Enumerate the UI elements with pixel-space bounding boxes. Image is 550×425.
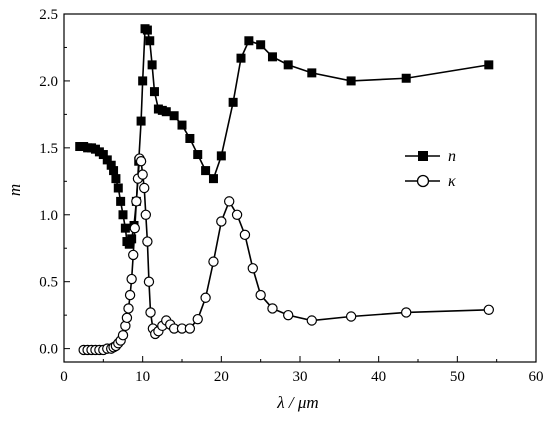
series-kappa-point [239, 229, 251, 241]
series-kappa-point [267, 303, 278, 314]
legend: n κ [405, 148, 456, 190]
series-n-point [149, 87, 159, 97]
legend-kappa-marker [416, 174, 430, 188]
series-layer [75, 24, 494, 356]
series-n-point [283, 60, 293, 70]
series-kappa-point [143, 276, 155, 287]
series-n-point [228, 97, 238, 107]
series-n-point [169, 111, 179, 121]
series-kappa-point [137, 169, 148, 180]
series-n-point [256, 40, 266, 50]
series-n-point [145, 36, 155, 46]
series-n-point [147, 60, 157, 70]
y-tick-label: 2.5 [39, 7, 58, 23]
series-kappa-point [401, 307, 412, 318]
series-n-point [136, 116, 146, 126]
legend-n-marker [418, 151, 428, 161]
series-kappa-point [123, 303, 134, 314]
series-n-point [161, 107, 171, 117]
ticks-layer: 0 10 20 30 40 50 60 0.0 0.5 1.0 1.5 2.0 2.5 [39, 7, 543, 385]
series-n-point [185, 133, 195, 143]
series-kappa-point [184, 323, 196, 334]
series-kappa-point [283, 309, 294, 321]
legend-n-label: n [448, 148, 456, 165]
series-n-point [201, 166, 211, 176]
series-n-point [142, 25, 152, 35]
series-n-point [267, 52, 277, 62]
y-tick-label: 2.0 [39, 74, 58, 90]
series-kappa-point [200, 292, 211, 303]
series-kappa-point [117, 330, 129, 341]
series-n-point [98, 150, 108, 160]
series-kappa-point [124, 289, 136, 301]
series-kappa-point [139, 182, 150, 194]
series-n-point [193, 150, 203, 160]
series-n-point [307, 68, 317, 78]
series-kappa-point [255, 289, 266, 301]
y-axis-title: m [5, 184, 24, 196]
series-kappa-point [483, 304, 494, 315]
series-kappa-point [192, 313, 203, 325]
series-n-point [236, 53, 246, 63]
x-tick-label: 10 [135, 369, 150, 385]
series-n-point [346, 76, 356, 86]
series-n-point [116, 196, 126, 206]
series-kappa-point [216, 216, 227, 227]
series-n-point [484, 60, 494, 70]
series-n-point [401, 73, 411, 83]
y-tick-label: 0.5 [39, 275, 58, 291]
series-kappa-point [142, 236, 153, 247]
y-tick-label: 1.5 [39, 141, 58, 157]
x-tick-label: 0 [60, 369, 68, 385]
series-n-point [216, 151, 226, 161]
series-kappa-point [231, 209, 243, 220]
series-kappa-point [145, 307, 156, 318]
series-kappa-point [208, 256, 219, 267]
series-kappa-point [223, 196, 235, 207]
series-kappa-point [135, 156, 147, 167]
x-tick-label: 20 [214, 369, 229, 385]
series-kappa-point [121, 312, 133, 324]
series-n-point [138, 76, 148, 86]
series-kappa-point [128, 249, 139, 261]
series-n-point [118, 210, 128, 220]
series-n-point [127, 234, 137, 244]
series-kappa-point [140, 209, 152, 220]
series-n-point [244, 36, 254, 46]
series-n-point [109, 166, 119, 176]
series-n-point [113, 183, 123, 193]
y-tick-label: 1.0 [39, 208, 58, 224]
x-tick-label: 60 [529, 369, 544, 385]
series-kappa-point [129, 222, 140, 234]
x-tick-label: 50 [450, 369, 465, 385]
series-kappa-point [345, 311, 357, 322]
series-n-point [124, 239, 134, 249]
x-tick-label: 30 [293, 369, 308, 385]
series-n-point [106, 160, 116, 170]
series-kappa-point [306, 315, 317, 326]
legend-kappa-label: κ [448, 173, 456, 190]
series-n-point [177, 120, 187, 130]
series-n-point [208, 174, 218, 184]
series-kappa-point [126, 273, 137, 285]
series-kappa-point [247, 263, 258, 274]
series-n-point [111, 174, 121, 184]
y-tick-label: 0.0 [39, 342, 58, 358]
series-n-point [120, 223, 130, 233]
series-kappa-point [131, 196, 142, 207]
x-tick-label: 40 [371, 369, 386, 385]
x-axis-title: λ / μm [276, 393, 318, 412]
series-n-point [102, 155, 112, 165]
